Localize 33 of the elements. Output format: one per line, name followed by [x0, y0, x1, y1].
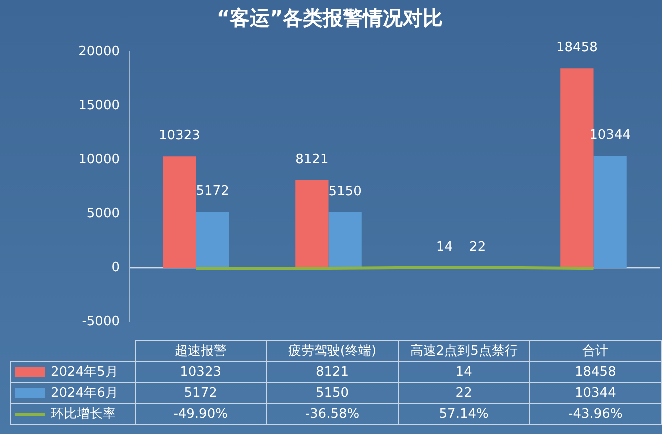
x-tick-label: 合计 [530, 340, 662, 362]
x-tick-label: 疲劳驾驶(终端) [266, 340, 398, 362]
y-tick-label: -5000 [82, 314, 120, 330]
legend-label: 环比增长率 [10, 404, 135, 424]
y-tick-label: 0 [112, 260, 120, 276]
chart-title: “客运”各类报警情况对比 [216, 6, 444, 30]
data-label: 5150 [266, 382, 398, 404]
x-tick-label: 高速2点到5点禁行 [398, 340, 530, 362]
x-tick-label: 超速报警 [135, 340, 267, 362]
data-label: -36.58% [266, 404, 398, 424]
annotation: 14 [436, 240, 453, 255]
data-label: 22 [398, 382, 530, 404]
annotation: 5150 [328, 184, 362, 200]
legend-label: 2024年5月 [10, 362, 135, 382]
y-tick-label: 15000 [78, 98, 120, 114]
annotation: 18458 [556, 40, 598, 56]
data-label: 10323 [135, 362, 267, 382]
data-label: 5172 [135, 382, 267, 404]
y-tick-label: 5000 [86, 206, 120, 222]
legend-label: 2024年6月 [10, 382, 135, 404]
annotation: 22 [470, 240, 486, 255]
annotation: 8121 [296, 152, 329, 168]
annotation: 10323 [159, 128, 200, 144]
data-label: 8121 [266, 362, 398, 382]
annotation: 5172 [196, 184, 230, 200]
y-tick-label: 10000 [78, 152, 120, 168]
data-label: 57.14% [398, 404, 530, 424]
y-tick-label: 20000 [78, 44, 120, 60]
data-label: -43.96% [530, 404, 662, 424]
data-label: -49.90% [135, 404, 267, 424]
data-label: 10344 [530, 382, 662, 404]
data-label: 18458 [530, 362, 662, 382]
data-label: 14 [398, 362, 530, 382]
